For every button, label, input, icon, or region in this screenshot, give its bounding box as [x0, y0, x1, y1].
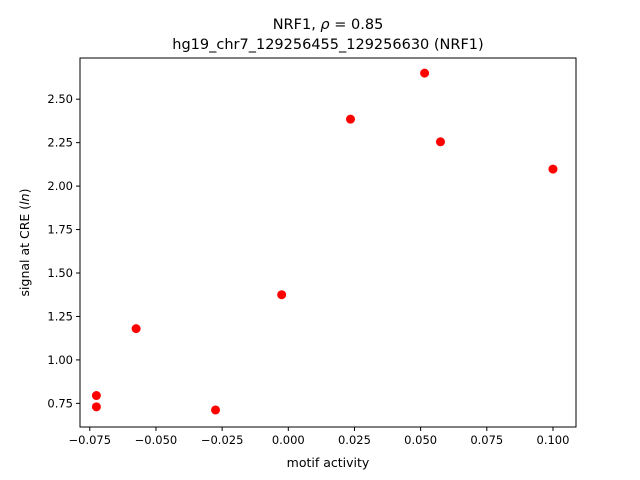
x-axis-label: motif activity	[287, 455, 370, 470]
data-point	[211, 405, 221, 415]
x-tick-label: 0.050	[404, 433, 437, 447]
x-tick-label: −0.075	[69, 433, 112, 447]
data-point	[131, 324, 141, 334]
data-point	[91, 402, 101, 412]
data-point	[277, 290, 287, 300]
x-tick-label: −0.025	[201, 433, 244, 447]
data-point	[420, 68, 430, 78]
y-tick-label: 2.00	[47, 179, 73, 193]
y-tick-label: 1.75	[47, 223, 73, 237]
data-point	[435, 137, 445, 147]
y-axis-label: signal at CRE (ln)	[17, 189, 32, 297]
plot-frame	[79, 57, 577, 428]
data-point	[548, 164, 558, 174]
x-tick-label: 0.025	[338, 433, 371, 447]
x-tick-label: 0.100	[537, 433, 570, 447]
y-tick-label: 1.25	[47, 309, 73, 323]
y-tick-label: 1.50	[47, 266, 73, 280]
y-tick-label: 2.50	[47, 92, 73, 106]
data-point	[345, 114, 355, 124]
y-tick-label: 2.25	[47, 136, 73, 150]
x-tick-label: −0.050	[135, 433, 178, 447]
chart-title-line1: NRF1, ρ = 0.85	[273, 17, 384, 33]
y-tick-label: 0.75	[47, 396, 73, 410]
x-tick-label: 0.000	[272, 433, 305, 447]
chart-title-line2: hg19_chr7_129256455_129256630 (NRF1)	[172, 37, 483, 53]
x-tick-label: 0.075	[470, 433, 503, 447]
y-tick-label: 1.00	[47, 353, 73, 367]
data-point	[91, 391, 101, 401]
